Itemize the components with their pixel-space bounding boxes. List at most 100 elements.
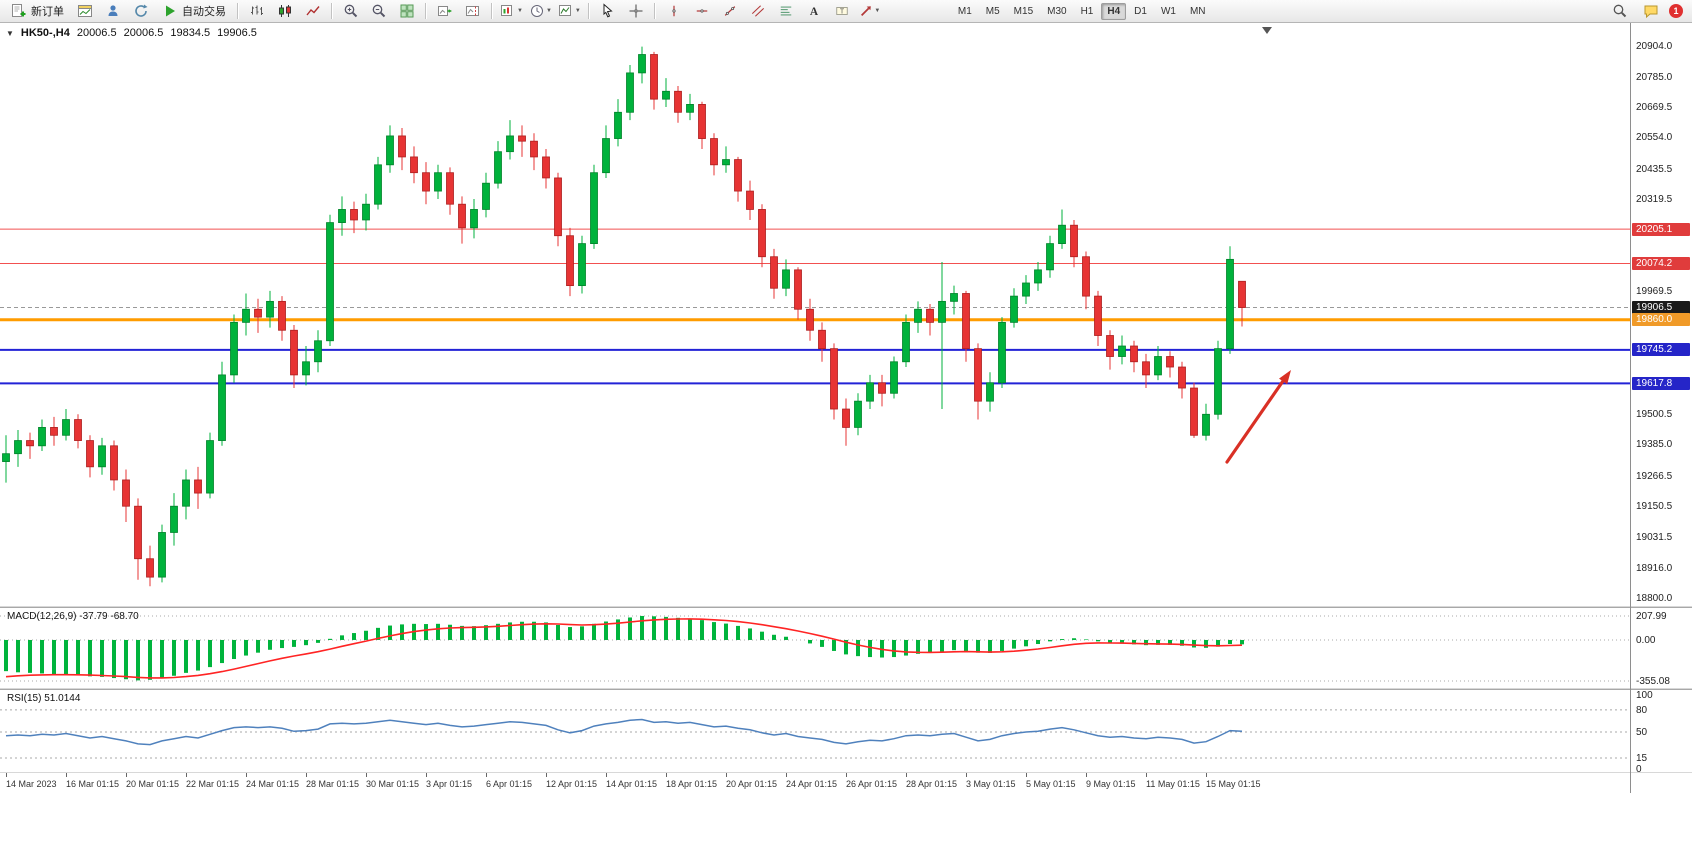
periods-dropdown[interactable]: ▼ (527, 1, 554, 21)
time-axis-label: 24 Apr 01:15 (786, 779, 838, 789)
time-tick (726, 773, 727, 777)
horizontal-line-tool[interactable] (689, 1, 715, 21)
bar-chart-mode-button[interactable] (244, 1, 270, 21)
search-button[interactable] (1607, 1, 1633, 21)
panel-splitter[interactable] (0, 606, 1692, 608)
time-tick (126, 773, 127, 777)
text-label-tool[interactable]: T (829, 1, 855, 21)
svg-text:A: A (810, 6, 819, 18)
macd-axis-label: 0.00 (1636, 634, 1656, 646)
candlestick-chart[interactable] (0, 23, 1630, 606)
time-axis-label: 9 May 01:15 (1086, 779, 1136, 789)
time-axis-label: 26 Apr 01:15 (846, 779, 898, 789)
rsi-axis: 100 80 50 15 0 (1631, 690, 1692, 775)
time-axis-label: 11 May 01:15 (1146, 779, 1200, 789)
refresh-button[interactable] (128, 1, 154, 21)
time-axis-label: 24 Mar 01:15 (246, 779, 300, 789)
cursor-tool-button[interactable] (595, 1, 621, 21)
vertical-line-tool[interactable] (661, 1, 687, 21)
price-axis-label: 19385.0 (1636, 439, 1673, 451)
fibonacci-icon (780, 6, 792, 16)
price-axis[interactable]: 20904.0 20785.0 20669.5 20554.0 20435.5 20319… (1631, 23, 1692, 606)
time-axis-label: 28 Apr 01:15 (906, 779, 958, 789)
time-axis[interactable]: 14 Mar 2023 16 Mar 01:15 20 Mar 01:15 22 Ma… (0, 773, 1692, 792)
toolbar-separator (491, 3, 493, 19)
zoom-in-icon (344, 4, 358, 18)
timeframe-w1[interactable]: W1 (1160, 5, 1176, 17)
price-axis-label: 20435.5 (1636, 163, 1673, 175)
profiles-button[interactable] (100, 1, 126, 21)
rsi-panel[interactable] (0, 690, 1630, 772)
trendline-tool[interactable] (717, 1, 743, 21)
indicators-dropdown[interactable]: ▼ (556, 1, 583, 21)
chart-shift-button[interactable] (460, 1, 486, 21)
rsi-label: RSI(15) 51.0144 (7, 693, 81, 704)
macd-panel[interactable] (0, 608, 1630, 688)
chart-ohlc-header: ▼ HK50-,H4 20006.5 20006.5 19834.5 19906… (6, 27, 257, 39)
new-order-button[interactable]: 新订单 (5, 1, 70, 21)
close-value: 19906.5 (217, 27, 257, 39)
low-value: 19834.5 (170, 27, 211, 39)
panel-splitter[interactable] (0, 688, 1692, 690)
search-icon (1613, 4, 1627, 18)
collapse-triangle-icon[interactable]: ▼ (6, 28, 14, 38)
candlestick-chart-icon (279, 5, 291, 17)
zoom-in-button[interactable] (338, 1, 364, 21)
line-chart-icon (306, 6, 320, 16)
price-axis-label: 20785.0 (1636, 71, 1673, 83)
line-chart-mode-button[interactable] (300, 1, 326, 21)
fibonacci-tool[interactable] (773, 1, 799, 21)
channel-tool[interactable] (745, 1, 771, 21)
notification-badge[interactable]: 1 (1669, 4, 1683, 18)
refresh-icon (135, 4, 148, 17)
timeframe-m1[interactable]: M1 (957, 5, 972, 17)
macd-axis: 207.99 0.00 -355.08 (1631, 608, 1692, 688)
autotrading-button[interactable]: 自动交易 (156, 1, 232, 21)
crosshair-tool-button[interactable] (623, 1, 649, 21)
timeframe-m15[interactable]: M15 (1013, 5, 1034, 17)
text-tool[interactable]: A (801, 1, 827, 21)
timeframe-group: M1 M5 M15 M30 H1 H4 D1 W1 MN (951, 2, 1213, 20)
new-chart-dropdown[interactable]: ▼ (498, 1, 525, 21)
time-axis-label: 14 Mar 2023 (6, 779, 57, 789)
timeframe-m5[interactable]: M5 (985, 5, 1000, 17)
new-chart-button[interactable] (72, 1, 98, 21)
community-chat-button[interactable] (1638, 1, 1664, 21)
time-axis-label: 16 Mar 01:15 (66, 779, 120, 789)
price-scale-border (1630, 23, 1631, 793)
toolbar-right-cluster: 1 (1607, 1, 1687, 21)
time-tick (1086, 773, 1087, 777)
timeframe-h4[interactable]: H4 (1101, 2, 1127, 20)
timeframe-mn[interactable]: MN (1189, 5, 1206, 17)
annotation-arrow[interactable] (1225, 370, 1291, 464)
dropdown-caret: ▼ (517, 8, 523, 14)
zoom-out-button[interactable] (366, 1, 392, 21)
timeframe-m30[interactable]: M30 (1047, 5, 1067, 17)
time-axis-label: 22 Mar 01:15 (186, 779, 240, 789)
price-axis-label: 19969.5 (1636, 285, 1673, 297)
new-chart-icon (78, 5, 92, 17)
toolbar-separator (653, 3, 656, 19)
timeframe-d1[interactable]: D1 (1134, 5, 1147, 17)
play-icon (166, 5, 175, 17)
high-value: 20006.5 (123, 27, 164, 39)
macd-axis-label: -355.08 (1636, 675, 1670, 687)
time-tick (1206, 773, 1207, 777)
candlestick-mode-button[interactable] (272, 1, 298, 21)
timeframe-h1[interactable]: H1 (1080, 5, 1094, 17)
macd-signal-line (5, 618, 1243, 679)
toolbar-separator (587, 3, 590, 19)
tile-windows-button[interactable] (394, 1, 420, 21)
price-axis-label: 20319.5 (1636, 194, 1673, 206)
rsi-axis-label: 50 (1636, 727, 1648, 739)
time-axis-label: 6 Apr 01:15 (486, 779, 533, 789)
time-tick (606, 773, 607, 777)
rsi-axis-label: 100 (1636, 690, 1653, 702)
arrows-shapes-dropdown[interactable]: ▼ (857, 1, 883, 21)
auto-scroll-button[interactable] (432, 1, 458, 21)
time-axis-label: 5 May 01:15 (1026, 779, 1076, 789)
time-tick (786, 773, 787, 777)
rsi-axis-label: 80 (1636, 704, 1648, 716)
time-tick (546, 773, 547, 777)
candles (2, 46, 1246, 587)
